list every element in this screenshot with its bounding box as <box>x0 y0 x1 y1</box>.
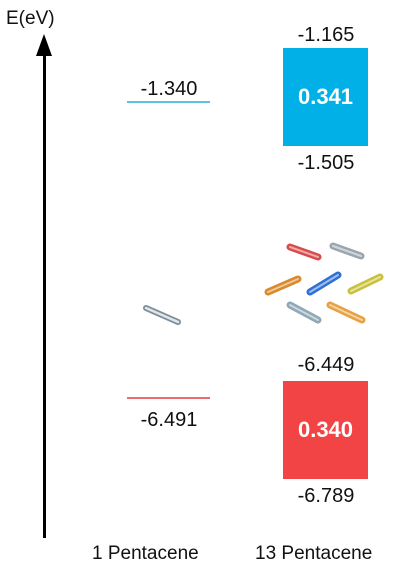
cluster-lumo-bottom-value: -1.505 <box>297 152 355 174</box>
cluster-molecule-highlight <box>329 304 363 321</box>
single-lumo-level <box>127 101 210 103</box>
pentacene-cluster <box>264 242 384 324</box>
cluster-homo-bottom-value: -6.789 <box>297 485 355 507</box>
cluster-molecule-highlight <box>289 304 319 321</box>
cluster-lumo-band: 0.341 <box>283 48 368 146</box>
cluster-molecule-highlight <box>332 245 362 257</box>
energy-axis-arrowhead <box>36 34 52 56</box>
single-lumo-value: -1.340 <box>140 78 198 100</box>
column-label-cluster: 13 Pentacene <box>255 543 373 564</box>
cluster-molecule-highlight <box>309 274 339 293</box>
cluster-homo-band: 0.340 <box>283 381 368 479</box>
cluster-molecule-highlight <box>289 246 319 258</box>
energy-axis-line <box>43 52 46 538</box>
column-label-single: 1 Pentacene <box>92 543 199 564</box>
single-homo-value: -6.491 <box>140 409 198 431</box>
energy-axis-title: E(eV) <box>6 8 55 29</box>
single-pentacene-molecule <box>143 305 181 325</box>
cluster-molecule-highlight <box>350 276 381 292</box>
cluster-molecule-highlight <box>267 278 299 293</box>
cluster-homo-top-value: -6.449 <box>297 354 355 376</box>
cluster-lumo-top-value: -1.165 <box>297 24 355 46</box>
single-homo-level <box>127 397 210 399</box>
cluster-homo-bandwidth: 0.340 <box>297 417 354 442</box>
cluster-lumo-bandwidth: 0.341 <box>297 84 354 109</box>
